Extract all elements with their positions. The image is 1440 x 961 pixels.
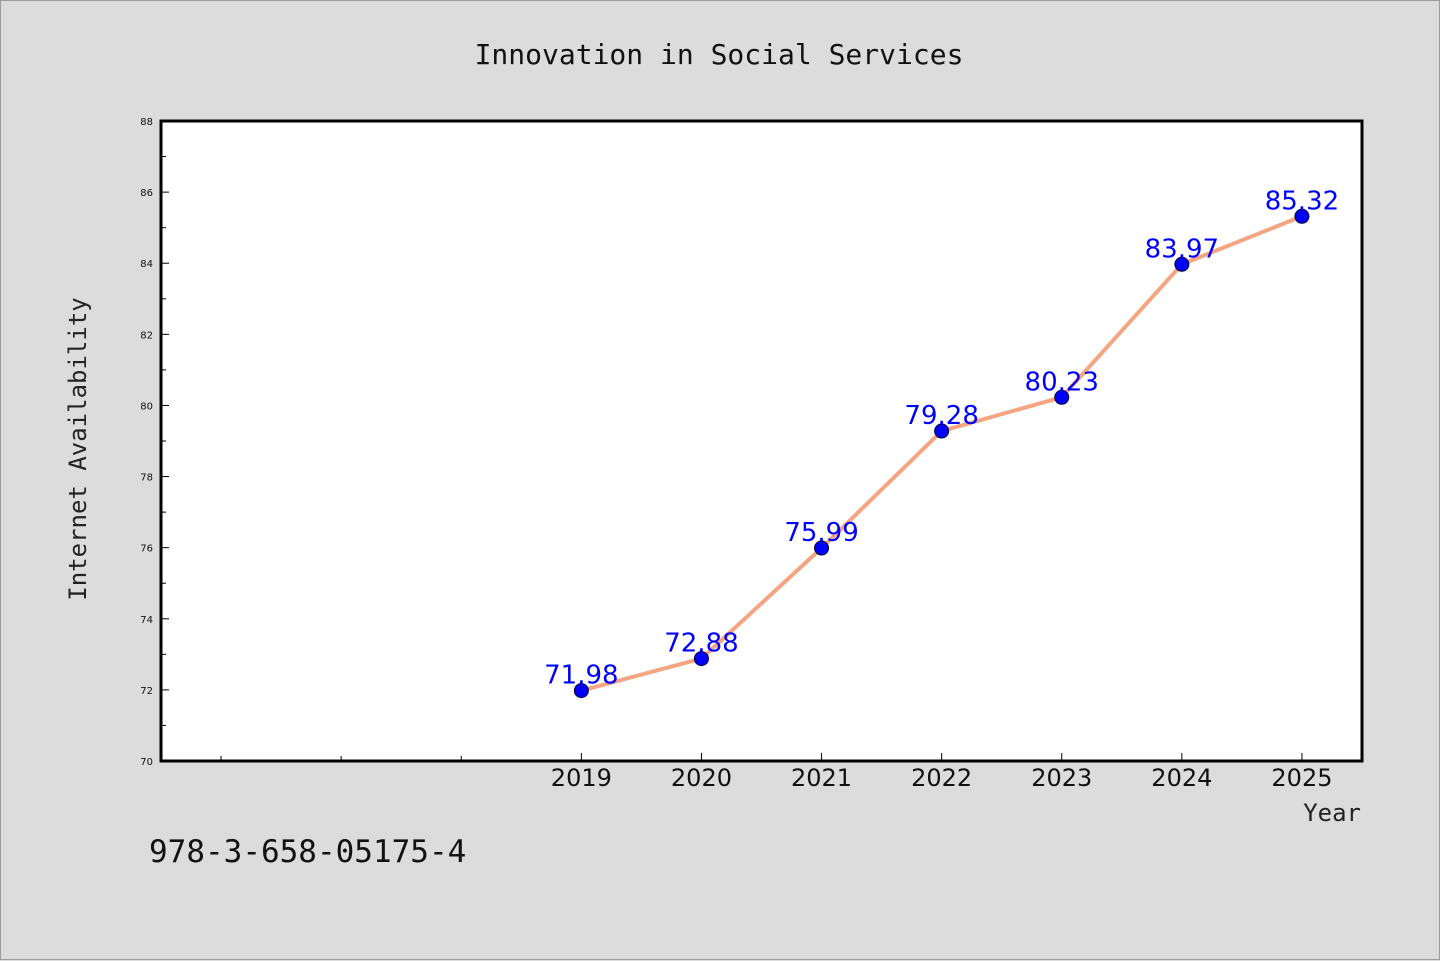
data-label-group: 71.98 72.88 75.99 79.28 80.23 83.97 85.32 [544, 186, 1339, 690]
data-point [573, 683, 589, 699]
data-label: 83.97 [1145, 234, 1219, 264]
data-point [934, 423, 950, 439]
isbn-text: 978-3-658-05175-4 [149, 834, 467, 870]
y-tick-label: 84 [140, 259, 153, 270]
x-axis-label: Year [1303, 799, 1361, 827]
data-label: 71.98 [544, 661, 618, 691]
y-tick-label: 76 [140, 544, 153, 555]
y-tick-label: 74 [140, 615, 153, 626]
y-tick-label: 78 [140, 473, 153, 484]
marker-group [573, 208, 1310, 699]
y-tick-label: 82 [140, 330, 153, 341]
y-tick-label: 80 [140, 401, 153, 412]
x-tick-label: 2025 [1271, 764, 1332, 792]
x-tick-label: 2023 [1031, 764, 1092, 792]
data-label: 85.32 [1265, 186, 1339, 216]
data-label: 80.23 [1025, 367, 1099, 397]
x-tick-label: 2022 [911, 764, 972, 792]
data-point [1294, 208, 1310, 224]
data-label: 75.99 [784, 518, 858, 548]
data-label: 79.28 [904, 401, 978, 431]
data-point [1174, 256, 1190, 272]
data-point [693, 651, 709, 667]
plot-area [159, 119, 1364, 763]
x-tick-label: 2024 [1151, 764, 1212, 792]
y-axis: 70 72 74 76 78 80 82 84 86 88 [140, 117, 169, 768]
data-point [814, 540, 830, 556]
y-axis-label: Internet Availability [64, 297, 92, 600]
x-tick-label: 2021 [791, 764, 852, 792]
data-label: 72.88 [664, 629, 738, 659]
x-tick-label: 2019 [551, 764, 612, 792]
y-tick-label: 70 [140, 757, 153, 768]
data-point [1054, 389, 1070, 405]
chart-title: Innovation in Social Services [475, 38, 964, 71]
x-axis: 2019 2020 2021 2022 2023 2024 2025 [220, 753, 1332, 792]
y-tick-label: 88 [140, 117, 153, 128]
x-tick-label: 2020 [671, 764, 732, 792]
y-tick-label: 86 [140, 188, 153, 199]
y-tick-label: 72 [140, 686, 153, 697]
